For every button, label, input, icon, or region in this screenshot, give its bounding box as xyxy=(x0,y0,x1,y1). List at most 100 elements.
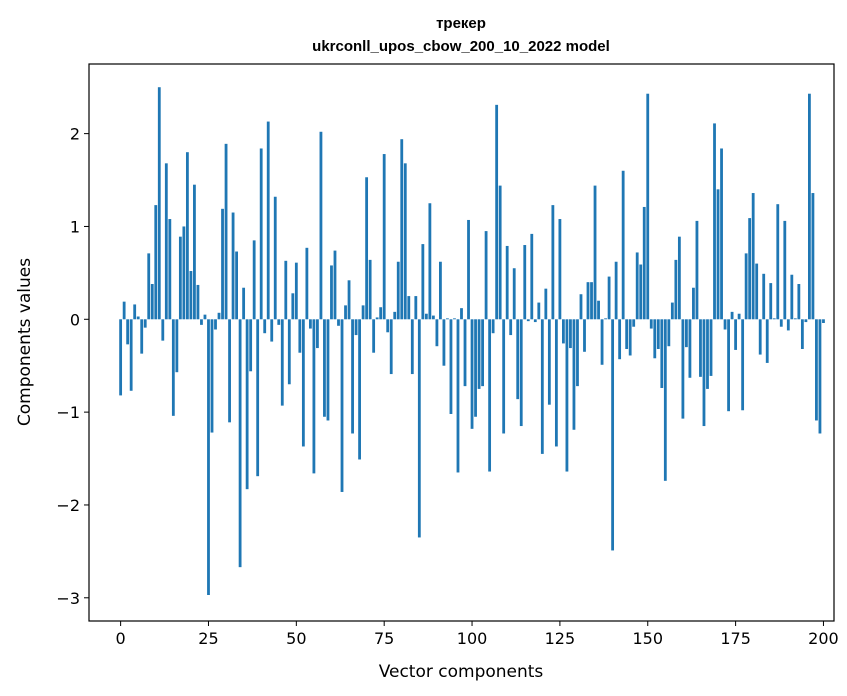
bar-76 xyxy=(386,319,390,333)
bar-6 xyxy=(140,319,144,354)
plot-frame xyxy=(88,63,835,622)
bar-151 xyxy=(649,319,653,329)
bar-34 xyxy=(238,319,242,568)
bar-106 xyxy=(491,319,495,334)
x-tick-label-4: 100 xyxy=(457,629,488,648)
x-tick-label-6: 150 xyxy=(632,629,663,648)
bar-99 xyxy=(467,219,470,320)
bar-149 xyxy=(642,206,646,320)
chart-title-line2: ukrconll_upos_cbow_200_10_2022 model xyxy=(312,38,610,55)
bar-4 xyxy=(133,304,137,320)
bar-59 xyxy=(326,319,330,421)
bar-92 xyxy=(442,319,446,366)
bar-5 xyxy=(136,316,140,320)
bar-43 xyxy=(270,319,274,342)
bar-78 xyxy=(393,311,397,320)
bar-131 xyxy=(579,294,583,320)
bar-3 xyxy=(129,319,133,391)
bar-24 xyxy=(203,314,207,320)
bar-161 xyxy=(685,319,688,348)
y-tick-label-4: 1 xyxy=(70,217,80,236)
bar-81 xyxy=(403,163,407,320)
bar-150 xyxy=(646,93,650,320)
bar-30 xyxy=(224,143,228,320)
bar-38 xyxy=(252,240,256,320)
bar-1 xyxy=(122,301,126,320)
bar-104 xyxy=(484,231,488,320)
bar-12 xyxy=(161,319,165,341)
bar-156 xyxy=(667,319,671,347)
bar-147 xyxy=(635,252,639,320)
bar-103 xyxy=(481,319,484,387)
x-tick-label-2: 50 xyxy=(286,629,306,648)
bar-93 xyxy=(446,318,449,320)
bar-55 xyxy=(312,319,316,474)
bar-175 xyxy=(734,319,738,350)
bar-57 xyxy=(319,131,323,320)
bar-73 xyxy=(375,317,379,320)
bar-194 xyxy=(800,319,804,349)
bar-166 xyxy=(702,319,706,427)
bar-136 xyxy=(597,300,600,320)
bar-37 xyxy=(249,319,253,372)
bar-63 xyxy=(340,319,344,492)
bar-139 xyxy=(607,276,611,320)
bar-155 xyxy=(663,319,667,481)
bars-group xyxy=(119,87,825,595)
bar-140 xyxy=(611,319,615,551)
bar-187 xyxy=(776,204,780,320)
bar-154 xyxy=(660,319,664,388)
y-tick-label-0: −3 xyxy=(56,589,80,608)
bar-138 xyxy=(604,318,607,320)
bar-85 xyxy=(417,319,421,538)
bar-31 xyxy=(228,319,231,423)
bar-183 xyxy=(762,273,766,320)
bar-61 xyxy=(333,250,337,320)
x-axis-label: Vector components xyxy=(379,662,544,682)
bar-95 xyxy=(453,318,456,320)
bar-20 xyxy=(189,271,193,320)
bar-199 xyxy=(818,319,822,434)
bar-148 xyxy=(639,264,643,320)
bar-82 xyxy=(407,296,411,320)
bar-114 xyxy=(519,319,523,427)
bar-23 xyxy=(200,319,203,325)
bar-122 xyxy=(547,319,551,405)
bar-142 xyxy=(618,319,622,360)
bar-21 xyxy=(193,184,196,320)
bar-184 xyxy=(765,319,769,363)
bar-167 xyxy=(706,319,709,389)
bar-110 xyxy=(505,245,509,320)
bar-69 xyxy=(361,305,365,320)
bar-109 xyxy=(502,319,506,434)
bar-177 xyxy=(741,319,745,411)
bar-67 xyxy=(354,319,358,336)
y-tick-label-5: 2 xyxy=(70,125,80,144)
bar-173 xyxy=(727,319,730,412)
bar-39 xyxy=(256,319,260,477)
bar-56 xyxy=(316,319,319,349)
bar-123 xyxy=(551,205,555,320)
bar-164 xyxy=(695,220,699,320)
bar-62 xyxy=(337,319,340,326)
bar-14 xyxy=(168,219,172,320)
bar-97 xyxy=(460,308,463,320)
bar-33 xyxy=(235,251,238,320)
bar-133 xyxy=(586,282,590,320)
bar-115 xyxy=(523,245,527,320)
x-tick-label-3: 75 xyxy=(374,629,394,648)
bar-119 xyxy=(537,302,541,320)
bar-71 xyxy=(368,259,372,320)
bar-180 xyxy=(751,193,755,320)
bar-107 xyxy=(495,104,499,320)
bar-192 xyxy=(793,318,797,320)
bar-15 xyxy=(171,319,175,416)
bar-126 xyxy=(562,319,565,344)
bar-132 xyxy=(583,319,586,352)
bar-96 xyxy=(456,319,460,473)
bar-124 xyxy=(554,319,558,447)
x-tick-label-1: 25 xyxy=(198,629,218,648)
bar-102 xyxy=(477,319,481,389)
bar-159 xyxy=(677,236,681,320)
